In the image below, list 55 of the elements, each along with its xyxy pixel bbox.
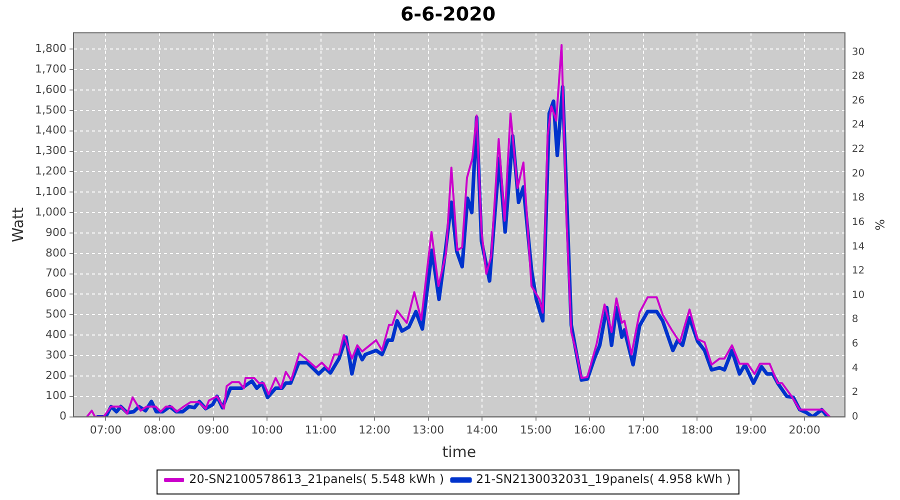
y2-tick-label: 20 [852, 168, 865, 180]
y2-tick-label: 10 [852, 290, 865, 301]
x-tick-label: 12:00 [358, 423, 390, 436]
y-tick-label: 1,600 [34, 82, 66, 96]
legend-label: 20-SN2100578613_21panels( 5.548 kWh ) [189, 472, 444, 486]
y-tick-label: 100 [45, 389, 66, 402]
x-tick-label: 14:00 [466, 423, 498, 436]
x-tick-label: 19:00 [734, 423, 767, 436]
y2-tick-label: 8 [852, 314, 858, 326]
x-tick-label: 15:00 [520, 423, 552, 436]
x-tick-label: 13:00 [412, 423, 444, 436]
y2-tick-label: 4 [852, 362, 858, 374]
y-axis-title: Watt [8, 207, 27, 242]
y-tick-label: 300 [45, 348, 66, 362]
y2-tick-label: 6 [852, 338, 858, 350]
x-tick-label: 07:00 [90, 423, 122, 436]
y-tick-label: 1,800 [34, 42, 66, 55]
y2-tick-label: 14 [852, 241, 865, 252]
y2-tick-label: 22 [852, 144, 865, 156]
y-tick-label: 1,700 [34, 62, 66, 76]
y-tick-label: 0 [59, 410, 66, 423]
y-tick-label: 1,200 [34, 164, 66, 178]
x-tick-label: 20:00 [788, 423, 820, 436]
x-axis-title: time [442, 442, 476, 461]
x-tick-label: 18:00 [681, 423, 713, 436]
x-tick-label: 17:00 [627, 423, 660, 436]
y-tick-label: 1,500 [34, 103, 66, 116]
y-tick-label: 900 [45, 226, 66, 239]
legend-label: 21-SN2130032031_19panels( 4.958 kWh ) [476, 472, 731, 486]
y2-tick-label: 16 [852, 216, 865, 228]
y2-tick-label: 18 [852, 192, 865, 204]
chart-title: 6-6-2020 [400, 3, 496, 26]
x-tick-label: 10:00 [251, 423, 283, 436]
y2-tick-label: 12 [852, 266, 865, 277]
y2-tick-label: 2 [852, 387, 858, 398]
y2-axis-title: % [872, 219, 887, 231]
y2-tick-label: 24 [852, 120, 865, 131]
y-tick-label: 1,300 [34, 144, 66, 158]
y-tick-label: 500 [45, 308, 66, 321]
y2-tick-label: 30 [852, 46, 865, 58]
y-tick-label: 1,100 [34, 184, 66, 198]
y-tick-label: 200 [45, 368, 66, 382]
x-tick-label: 09:00 [197, 423, 230, 436]
y-tick-label: 1,000 [34, 205, 66, 218]
y-tick-label: 600 [45, 287, 66, 300]
x-tick-label: 16:00 [574, 423, 606, 436]
y-tick-label: 400 [45, 328, 66, 341]
y-tick-label: 800 [45, 246, 66, 260]
y2-tick-label: 28 [852, 71, 865, 82]
x-tick-label: 11:00 [304, 423, 337, 436]
y-tick-label: 700 [45, 266, 66, 280]
x-tick-label: 08:00 [144, 423, 176, 436]
y2-tick-label: 0 [852, 411, 858, 422]
y-tick-label: 1,400 [34, 124, 66, 137]
y2-tick-label: 26 [852, 95, 865, 106]
